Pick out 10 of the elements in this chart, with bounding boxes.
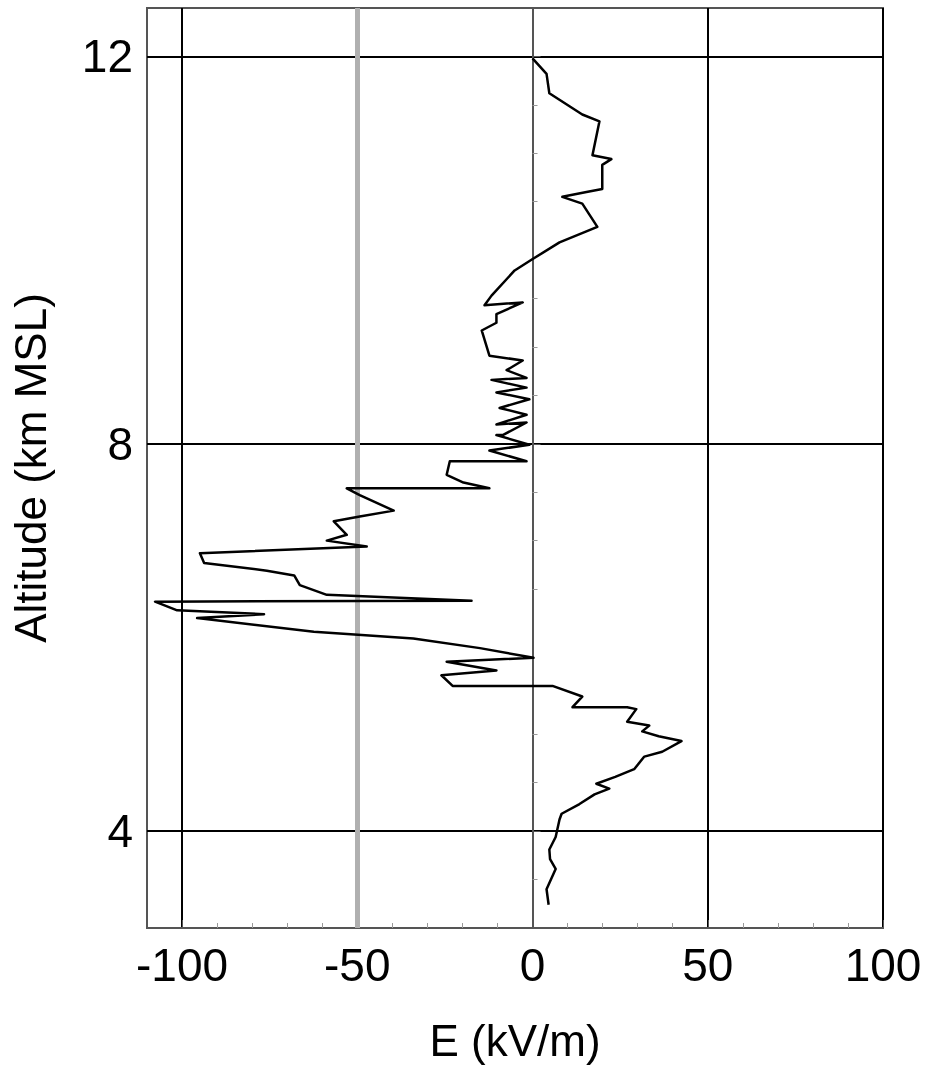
y-axis-title: Altitude (km MSL) xyxy=(5,293,55,643)
x-tick-label: -100 xyxy=(136,939,229,991)
x-tick-label: 0 xyxy=(519,939,546,991)
x-axis-title: E (kV/m) xyxy=(429,1015,601,1065)
x-tick-label: 100 xyxy=(844,939,922,991)
y-tick-label: 8 xyxy=(107,417,133,470)
y-tick-label: 4 xyxy=(107,805,133,858)
x-tick-label: 50 xyxy=(682,939,734,991)
y-tick-label: 12 xyxy=(81,30,133,83)
x-tick-label: -50 xyxy=(324,939,391,991)
